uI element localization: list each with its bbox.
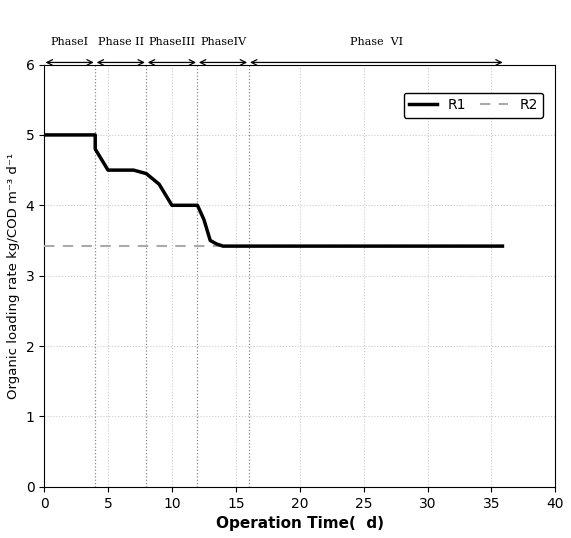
Legend: R1, R2: R1, R2: [404, 93, 543, 118]
Text: Phase II: Phase II: [98, 37, 144, 47]
Text: Phase  VI: Phase VI: [350, 37, 403, 47]
Text: PhaseI: PhaseI: [51, 37, 89, 47]
X-axis label: Operation Time(  d): Operation Time( d): [216, 516, 384, 531]
Text: PhaseIV: PhaseIV: [200, 37, 246, 47]
Text: PhaseIII: PhaseIII: [148, 37, 195, 47]
Y-axis label: Organic loading rate kg/COD m⁻³ d⁻¹: Organic loading rate kg/COD m⁻³ d⁻¹: [7, 153, 20, 399]
